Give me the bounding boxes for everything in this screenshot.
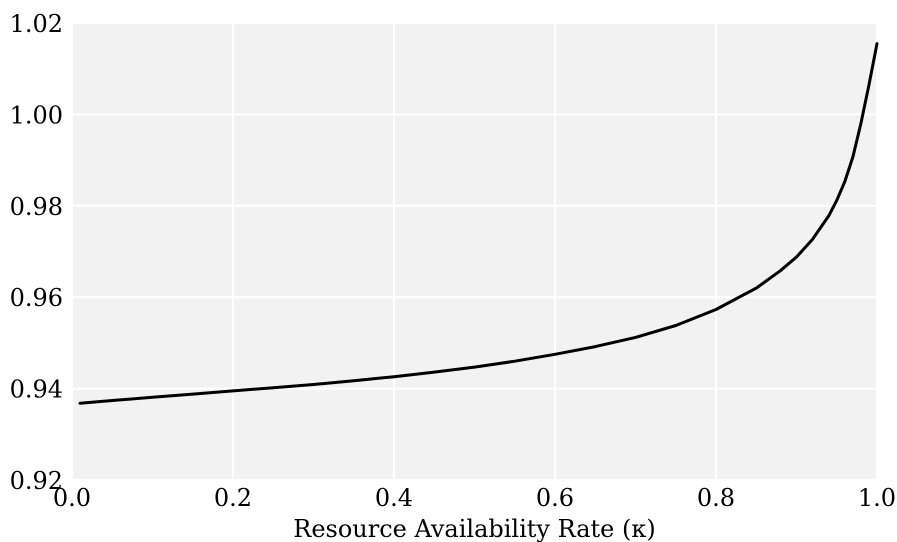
series-group [78, 42, 879, 405]
y-tick-label: 0.94 [10, 376, 63, 404]
y-tick-label: 0.98 [10, 193, 63, 221]
y-tick-label: 0.96 [10, 284, 63, 312]
x-tick-label: 0.6 [536, 484, 574, 512]
y-tick-label: 1.02 [10, 10, 63, 38]
y-axis-ticks: 0.92 0.94 0.96 0.98 1.00 1.02 [10, 10, 63, 495]
x-axis-label: Resource Availability Rate (κ) [293, 515, 655, 542]
grid-lines [71, 22, 878, 481]
plot-area [72, 23, 877, 480]
y-tick-label: 0.92 [10, 467, 63, 495]
x-tick-label: 1.0 [858, 484, 896, 512]
x-tick-label: 0.8 [697, 484, 735, 512]
x-tick-label: 0.2 [214, 484, 252, 512]
x-tick-label: 0.0 [53, 484, 91, 512]
series-line [78, 42, 879, 405]
x-tick-label: 0.4 [375, 484, 413, 512]
y-tick-label: 1.00 [10, 101, 63, 129]
x-axis-ticks: 0.0 0.2 0.4 0.6 0.8 1.0 [53, 484, 896, 512]
